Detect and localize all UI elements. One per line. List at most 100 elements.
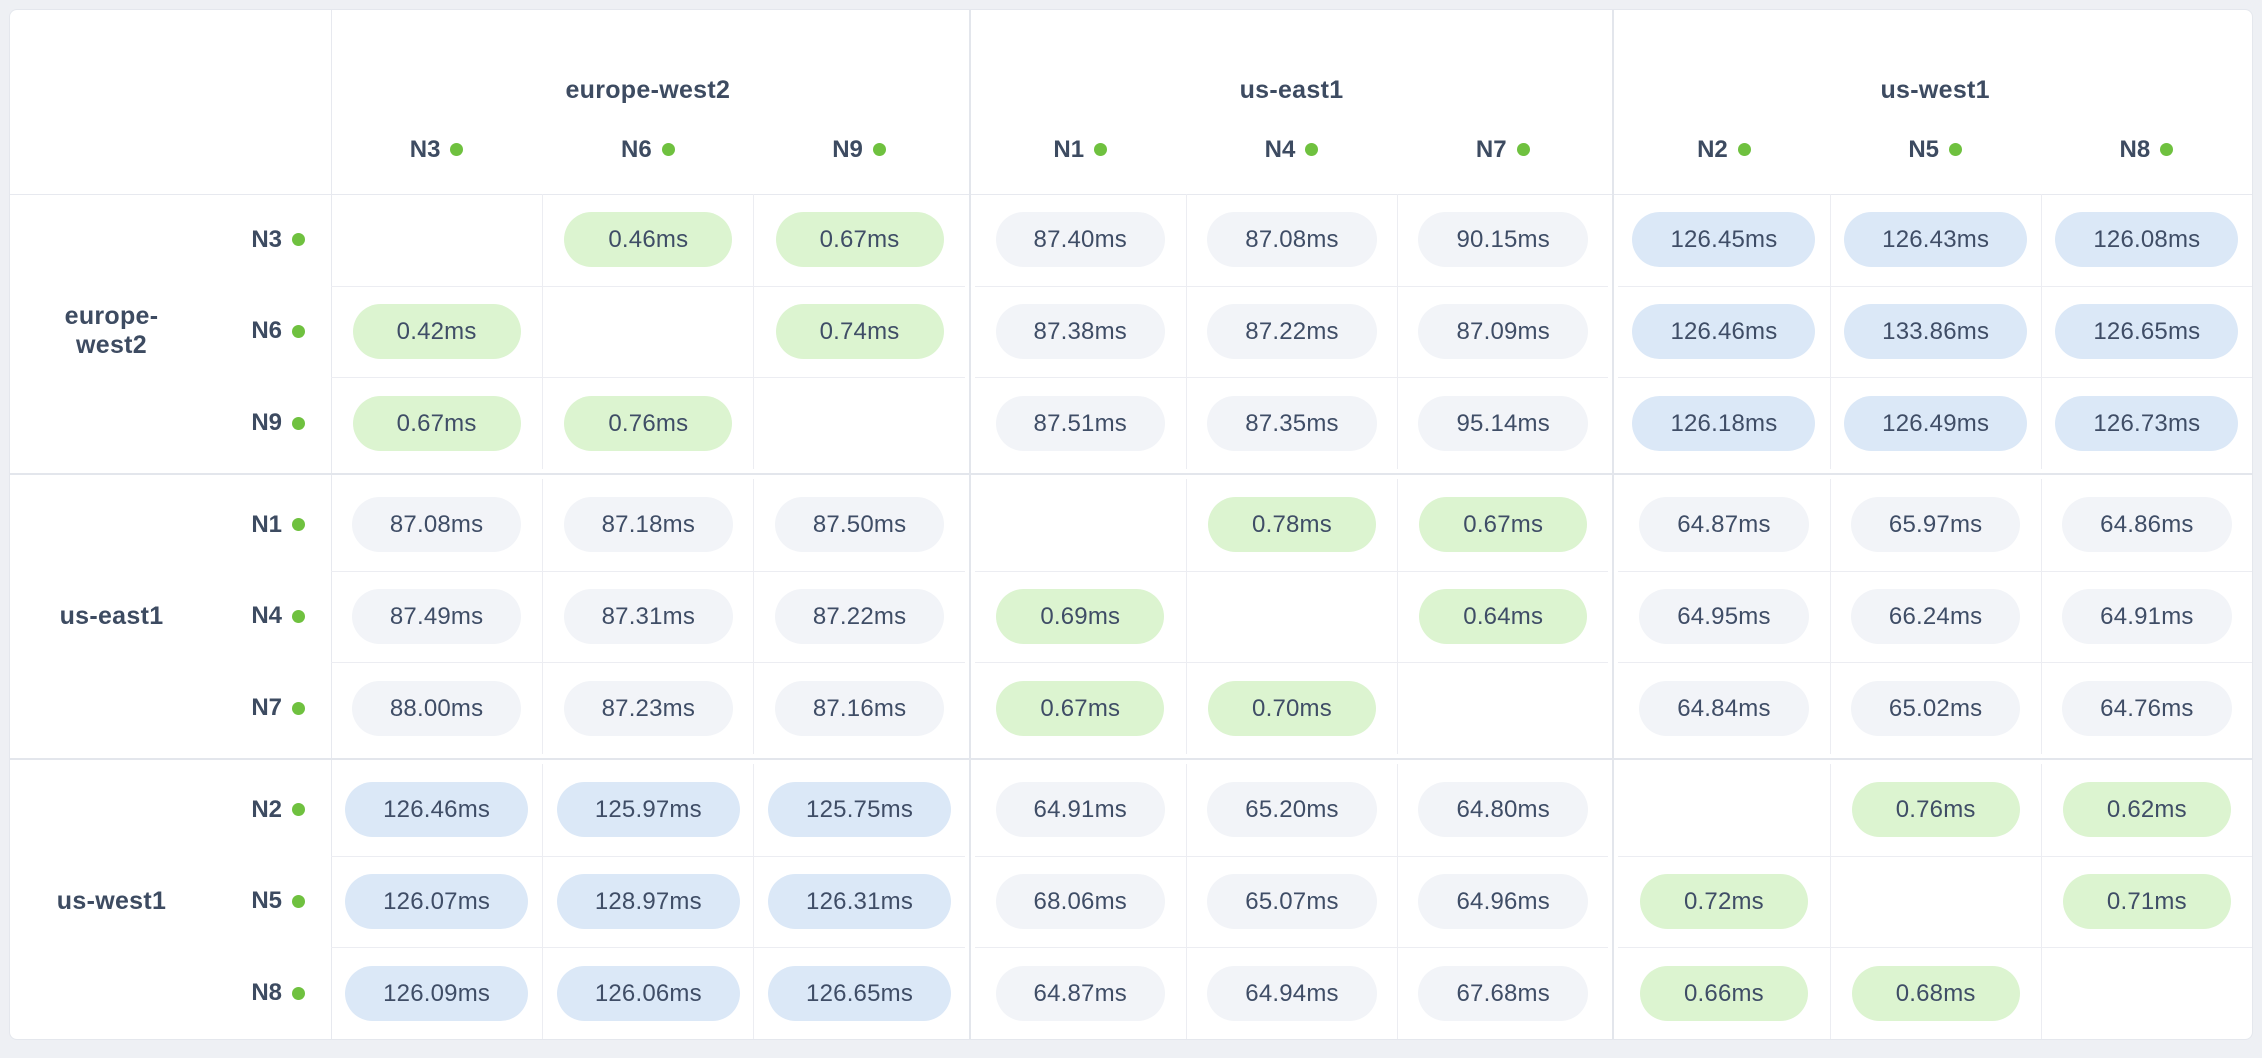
latency-pill: 67.68ms [1418, 966, 1588, 1022]
latency-cell: 126.46ms [331, 764, 542, 856]
latency-pill: 65.97ms [1850, 497, 2021, 553]
row-header-n6: europe-west2 N6 [10, 286, 331, 378]
latency-cell: 65.07ms [1185, 855, 1398, 948]
latency-cell: 0.71ms [2040, 855, 2252, 948]
latency-pill: 133.86ms [1844, 304, 2028, 360]
latency-pill: 126.65ms [2055, 304, 2239, 360]
latency-pill: 64.96ms [1418, 874, 1588, 930]
node-label: N1 [1053, 135, 1085, 163]
latency-cell: 125.97ms [542, 763, 753, 856]
latency-pill: 87.22ms [1207, 304, 1377, 360]
latency-pill: 95.14ms [1418, 396, 1588, 452]
node-label: N4 [1264, 135, 1296, 163]
latency-pill: 87.23ms [563, 681, 734, 737]
row-node-header: N5 [193, 887, 331, 915]
status-dot-icon [292, 701, 305, 715]
latency-cell: 87.35ms [1185, 377, 1398, 469]
latency-cell-self [975, 479, 1186, 571]
latency-pill: 65.07ms [1207, 874, 1377, 930]
latency-cell: 65.20ms [1185, 763, 1397, 856]
latency-cell: 0.70ms [1185, 662, 1398, 754]
latency-matrix-card: europe-west2 N3 N6 N9 us-east1 N1 N4 N7 us-west1… [9, 9, 2253, 1040]
node-label: N1 [251, 510, 282, 538]
column-group-us-east1: us-east1 N1 N4 N7 [975, 10, 1609, 194]
latency-cell: 126.45ms [1618, 194, 1829, 286]
latency-pill: 126.43ms [1844, 212, 2028, 268]
latency-pill: 64.87ms [995, 966, 1165, 1022]
latency-cell: 0.46ms [542, 194, 753, 286]
row-node-header: N2 [193, 796, 331, 824]
column-group-europe-west2: europe-west2 N3 N6 N9 [331, 10, 965, 194]
latency-cell: 87.22ms [1185, 285, 1398, 378]
matrix-corner-cell [10, 10, 331, 194]
row-group-label: us-east1 [59, 601, 164, 630]
latency-pill: 126.31ms [768, 874, 952, 930]
latency-cell: 87.31ms [542, 570, 754, 663]
latency-cell: 0.64ms [1397, 570, 1609, 663]
row-node-header: N9 [193, 409, 331, 437]
latency-pill: 64.91ms [995, 782, 1165, 838]
row-node-header: N6 [193, 317, 331, 345]
latency-pill: 0.67ms [352, 396, 521, 452]
row-header-n1: N1 [10, 479, 331, 571]
latency-cell: 87.08ms [1185, 194, 1397, 286]
latency-cell: 87.38ms [974, 285, 1186, 378]
row-header-n5: us-west1 N5 [10, 856, 331, 948]
latency-matrix-grid: europe-west2 N3 N6 N9 us-east1 N1 N4 N7 us-west1… [10, 10, 2252, 1039]
status-dot-icon [292, 609, 305, 623]
latency-cell: 64.87ms [1618, 479, 1829, 571]
latency-cell: 65.97ms [1829, 478, 2041, 571]
node-label: N7 [251, 694, 282, 722]
column-node-header-n6: N6 [542, 136, 753, 164]
latency-pill: 126.07ms [345, 874, 529, 930]
latency-pill: 65.20ms [1207, 782, 1377, 838]
latency-pill: 64.86ms [2062, 497, 2232, 553]
status-dot-icon [292, 803, 305, 817]
latency-pill: 126.73ms [2055, 396, 2239, 452]
latency-pill: 87.08ms [351, 497, 522, 553]
node-label: N5 [1908, 135, 1939, 163]
latency-cell: 87.18ms [542, 478, 753, 571]
latency-cell: 126.31ms [753, 855, 965, 948]
latency-cell: 0.72ms [1618, 855, 1830, 948]
row-node-header: N3 [193, 226, 331, 254]
latency-pill: 126.45ms [1632, 212, 1816, 268]
latency-cell: 126.18ms [1618, 377, 1830, 469]
latency-pill: 68.06ms [995, 874, 1165, 930]
row-node-header: N7 [193, 694, 331, 722]
node-label: N3 [409, 135, 441, 163]
column-node-headers: N3 N6 N9 [331, 105, 965, 194]
status-dot-icon [2160, 143, 2174, 156]
status-dot-icon [1949, 143, 1962, 156]
latency-cell: 88.00ms [331, 662, 543, 754]
latency-pill: 88.00ms [351, 681, 522, 737]
row-header-n7: N7 [10, 662, 331, 754]
status-dot-icon [292, 986, 305, 1000]
row-header-n8: N8 [10, 947, 331, 1039]
latency-cell-self [2040, 947, 2252, 1039]
latency-pill: 126.06ms [556, 966, 740, 1022]
latency-pill: 128.97ms [556, 874, 740, 930]
status-dot-icon [292, 518, 305, 532]
latency-cell: 0.62ms [2040, 763, 2252, 856]
latency-cell: 65.02ms [1829, 662, 2041, 754]
column-node-header-n3: N3 [331, 136, 542, 164]
column-node-header-n7: N7 [1397, 136, 1608, 164]
latency-pill: 64.80ms [1418, 782, 1588, 838]
row-group-separator [10, 468, 2252, 479]
latency-pill: 125.75ms [768, 782, 952, 838]
row-header-divider-line [331, 10, 332, 1039]
latency-cell: 0.67ms [1397, 478, 1608, 571]
latency-cell: 0.67ms [974, 662, 1186, 754]
node-label: N9 [832, 135, 863, 163]
latency-pill: 0.67ms [1419, 497, 1588, 553]
latency-pill: 125.97ms [556, 782, 740, 838]
latency-cell: 126.65ms [2040, 285, 2252, 378]
latency-cell-self [542, 285, 754, 378]
latency-cell: 126.07ms [331, 855, 543, 948]
latency-pill: 64.94ms [1207, 966, 1377, 1022]
column-node-headers: N2 N5 N8 [1618, 105, 2252, 194]
latency-cell: 126.09ms [331, 947, 543, 1039]
row-group-label: europe-west2 [64, 302, 159, 360]
latency-pill: 65.02ms [1850, 681, 2021, 737]
